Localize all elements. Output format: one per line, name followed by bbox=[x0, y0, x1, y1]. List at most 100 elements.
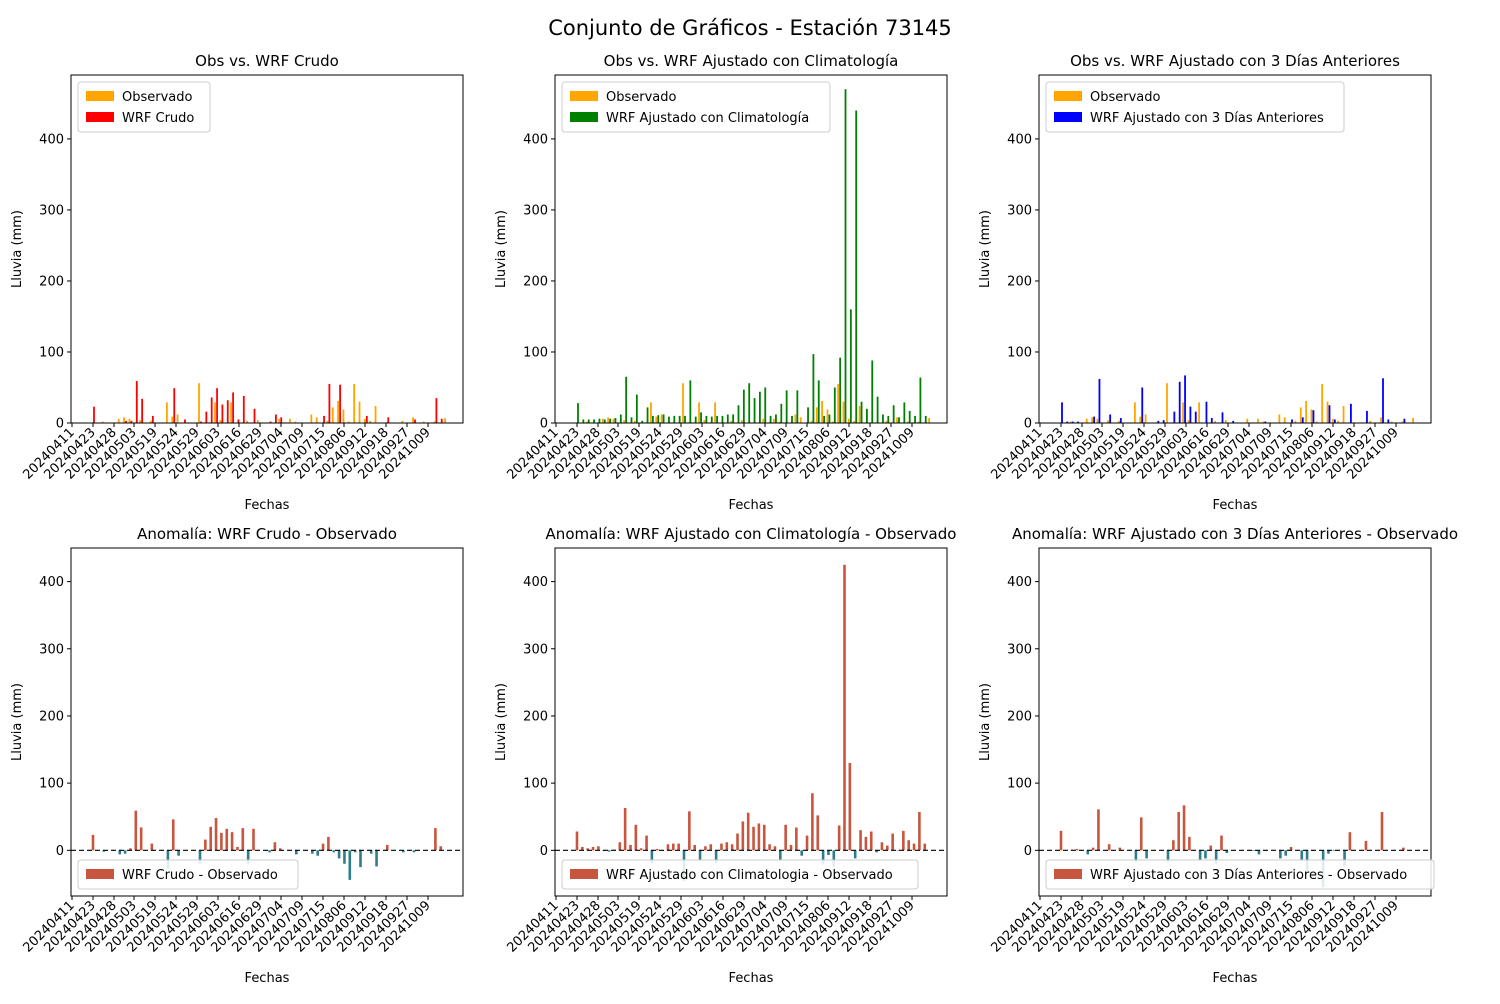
axes-frame bbox=[554, 74, 948, 424]
bar bbox=[891, 833, 894, 851]
bar bbox=[385, 844, 389, 851]
bar bbox=[582, 419, 585, 423]
bar bbox=[1188, 836, 1191, 851]
figure-title: Conjunto de Gráficos - Estación 73145 bbox=[548, 16, 952, 40]
bar bbox=[214, 818, 218, 851]
series-2 bbox=[93, 381, 443, 423]
bar bbox=[844, 89, 847, 423]
bar bbox=[237, 419, 240, 423]
bar bbox=[672, 843, 675, 851]
bar bbox=[1380, 417, 1382, 423]
bar bbox=[817, 380, 820, 423]
bar bbox=[625, 376, 628, 423]
bar bbox=[91, 834, 95, 851]
bar bbox=[294, 421, 297, 423]
bar bbox=[1401, 421, 1404, 423]
bar bbox=[1086, 850, 1090, 855]
bar bbox=[1343, 850, 1346, 867]
bar bbox=[740, 420, 743, 423]
bar bbox=[581, 846, 584, 851]
legend: WRF Crudo - Observado bbox=[77, 859, 299, 890]
subplot-title: Obs vs. WRF Ajustado con 3 Días Anterior… bbox=[1070, 52, 1400, 70]
subplot-title: Anomalía: WRF Crudo - Observado bbox=[137, 525, 397, 543]
series-1 bbox=[575, 564, 927, 882]
x-axis-label: Fechas bbox=[729, 498, 774, 513]
bar bbox=[828, 414, 831, 423]
bar bbox=[1166, 850, 1170, 863]
bar bbox=[657, 415, 660, 423]
bar bbox=[618, 842, 622, 851]
bar bbox=[139, 827, 143, 851]
bar bbox=[623, 420, 626, 423]
bar bbox=[1246, 418, 1249, 423]
bar bbox=[876, 396, 879, 423]
bar bbox=[1299, 407, 1302, 423]
bar bbox=[101, 421, 104, 423]
bar bbox=[705, 415, 708, 423]
legend-label: WRF Crudo - Observado bbox=[122, 868, 278, 883]
bar bbox=[833, 387, 836, 423]
bar bbox=[759, 391, 761, 423]
bar bbox=[880, 842, 884, 851]
bar bbox=[1291, 419, 1293, 423]
bar bbox=[896, 850, 900, 851]
y-tick-label: 400 bbox=[39, 132, 64, 147]
bar bbox=[842, 401, 845, 423]
bar bbox=[821, 400, 823, 423]
bar bbox=[269, 421, 272, 423]
bar bbox=[721, 415, 724, 423]
bar bbox=[1403, 418, 1406, 423]
bar bbox=[1252, 850, 1255, 851]
bar bbox=[1262, 421, 1265, 423]
bar bbox=[684, 415, 686, 423]
bar bbox=[869, 831, 873, 851]
bar bbox=[1214, 420, 1217, 423]
bar bbox=[246, 420, 249, 423]
bar bbox=[128, 418, 131, 423]
bar bbox=[742, 389, 745, 423]
legend: WRF Ajustado con Climatologia - Observad… bbox=[561, 859, 919, 890]
bar bbox=[864, 836, 868, 851]
bar bbox=[310, 414, 313, 423]
bar bbox=[923, 843, 927, 851]
bar bbox=[1178, 381, 1181, 423]
bar bbox=[762, 824, 766, 851]
bar bbox=[887, 415, 890, 423]
bar bbox=[236, 846, 239, 851]
bar bbox=[1326, 401, 1329, 423]
bar bbox=[1141, 387, 1144, 423]
y-tick-label: 100 bbox=[39, 777, 64, 792]
bar bbox=[886, 845, 889, 851]
series-2 bbox=[577, 89, 927, 423]
bar bbox=[917, 421, 920, 423]
bar bbox=[907, 840, 910, 851]
legend-swatch bbox=[570, 112, 598, 122]
bar bbox=[1210, 418, 1213, 423]
bar bbox=[655, 416, 658, 423]
bar bbox=[784, 824, 787, 851]
bar bbox=[123, 417, 125, 423]
bar bbox=[866, 408, 868, 423]
bar bbox=[204, 839, 207, 851]
bar bbox=[253, 408, 256, 423]
legend-box bbox=[561, 81, 831, 133]
bar bbox=[337, 850, 341, 859]
bar bbox=[1182, 805, 1186, 851]
bar bbox=[1387, 419, 1390, 423]
bar bbox=[885, 420, 888, 423]
y-tick-label: 200 bbox=[1007, 709, 1032, 724]
bar bbox=[337, 400, 339, 423]
y-axis-label: Lluvia (mm) bbox=[978, 683, 993, 761]
bar bbox=[906, 421, 909, 423]
bar bbox=[1209, 845, 1213, 851]
bar bbox=[1264, 421, 1267, 423]
bar bbox=[839, 357, 842, 423]
bar bbox=[1187, 420, 1190, 423]
bar bbox=[732, 414, 735, 423]
bar bbox=[226, 400, 229, 423]
bar bbox=[919, 377, 922, 423]
bar bbox=[1139, 416, 1142, 423]
bar bbox=[151, 415, 154, 423]
bar bbox=[807, 407, 809, 423]
bar bbox=[720, 843, 723, 851]
